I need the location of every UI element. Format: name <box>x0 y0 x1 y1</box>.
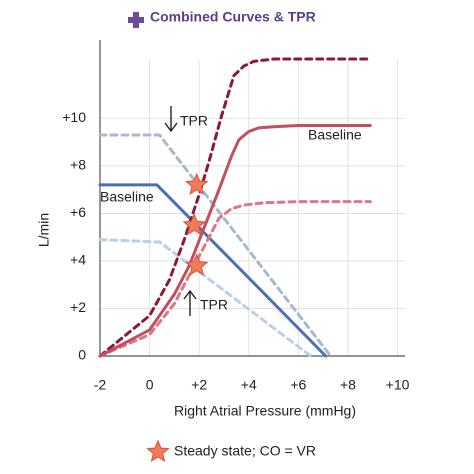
arrow-down <box>164 106 178 133</box>
curve <box>98 200 372 358</box>
chart-title: Combined Curves & TPR <box>150 9 316 25</box>
title-icon <box>128 12 144 28</box>
y-tick-label: +4 <box>70 252 86 268</box>
x-tick-label: +2 <box>191 377 207 393</box>
y-axis-label: L/min <box>36 213 52 247</box>
x-axis-label: Right Atrial Pressure (mmHg) <box>174 403 356 419</box>
curve <box>98 238 313 358</box>
y-tick-label: +2 <box>70 299 86 315</box>
curve <box>98 124 372 358</box>
annotation: TPR <box>180 113 208 129</box>
y-tick-label: +8 <box>70 157 86 173</box>
curve <box>98 183 328 358</box>
curve <box>98 57 372 358</box>
steady-state-star <box>182 212 206 236</box>
y-tick-label: +10 <box>62 109 86 125</box>
curve <box>98 133 333 358</box>
annotation: Baseline <box>308 127 362 143</box>
arrow-up <box>183 289 197 316</box>
x-tick-label: +8 <box>340 377 356 393</box>
y-tick-label: 0 <box>78 347 86 363</box>
x-tick-label: 0 <box>146 377 154 393</box>
x-tick-label: +6 <box>290 377 306 393</box>
annotation: Baseline <box>100 189 154 205</box>
y-tick-label: +6 <box>70 204 86 220</box>
steady-state-star <box>184 172 209 195</box>
legend-label: Steady state; CO = VR <box>174 443 316 459</box>
legend-star <box>146 439 170 462</box>
x-tick-label: +4 <box>241 377 257 393</box>
x-tick-label: -2 <box>94 377 107 393</box>
x-tick-label: +10 <box>386 377 410 393</box>
steady-state-star <box>184 253 209 276</box>
annotation: TPR <box>200 297 228 313</box>
